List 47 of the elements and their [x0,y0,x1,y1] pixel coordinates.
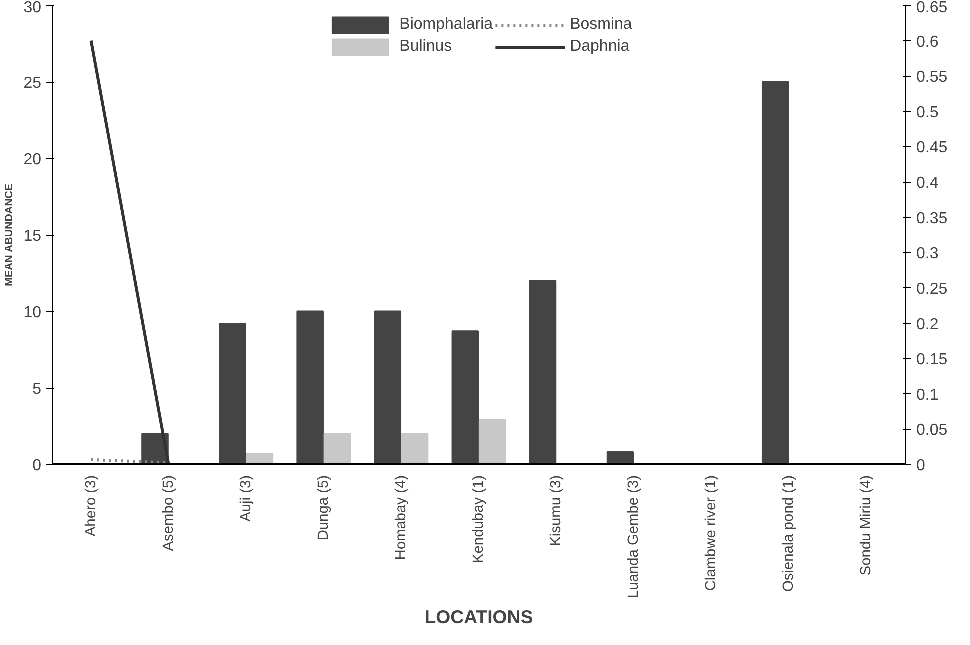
y2-tick-label: 0.2 [916,316,939,334]
bar [296,310,324,464]
x-tick-label: Luanda Gembe (3) [626,475,642,599]
y2-tick-label: 0.05 [916,422,948,440]
legend-label: Bulinus [400,38,452,56]
y-tick-label: 30 [24,0,42,16]
x-tick-label: Asembo (5) [160,475,177,552]
bar [452,330,480,464]
y-tick-label: 10 [24,304,42,322]
y-tick-label: 5 [32,381,42,398]
x-axis-title: LOCATIONS [424,606,534,628]
bar [762,81,790,464]
x-tick-label: Kisumu (3) [548,475,565,546]
bar [324,433,352,464]
x-tick-label: Kendubay (1) [471,475,487,564]
y2-tick-label: 0.6 [916,34,939,51]
legend-label: Daphnia [570,38,630,56]
legend-label: Bosmina [570,16,632,34]
x-tick-label: Clambwe river (1) [704,476,720,592]
x-tick-label: Dunga (5) [316,475,332,541]
x-tick-label: Ahero (3) [83,475,100,537]
bar [219,322,246,464]
y2-tick-label: 0 [916,458,926,474]
legend-label: Biomphalaria [400,16,494,34]
y-tick-label: 0 [32,458,42,474]
bar [374,310,402,464]
y-axis-title: MEAN ABUNDANCE [4,184,16,287]
y-tick-label: 20 [24,152,42,168]
y2-tick-label: 0.1 [916,386,939,404]
y2-tick-label: 0.4 [916,175,939,192]
x-tick-label: Sondu Miriu (4) [858,475,875,576]
x-tick-label: Osienala pond (1) [781,475,798,592]
y2-tick-label: 0.45 [916,140,948,157]
y2-tick-label: 0.5 [916,104,939,122]
bar [478,419,506,464]
y-tick-label: 15 [24,228,42,245]
y2-tick-label: 0.3 [916,246,939,263]
y2-tick-label: 0.65 [916,0,948,16]
y2-tick-label: 0.35 [916,210,948,228]
y2-tick-label: 0.55 [916,69,948,86]
x-tick-label: Homabay (4) [393,475,410,560]
y-tick-label: 25 [24,75,42,92]
bar [529,280,557,464]
x-tick-label: Auji (3) [238,475,254,522]
y2-tick-label: 0.25 [916,280,948,298]
y2-tick-label: 0.15 [916,352,948,369]
bar [401,433,429,464]
